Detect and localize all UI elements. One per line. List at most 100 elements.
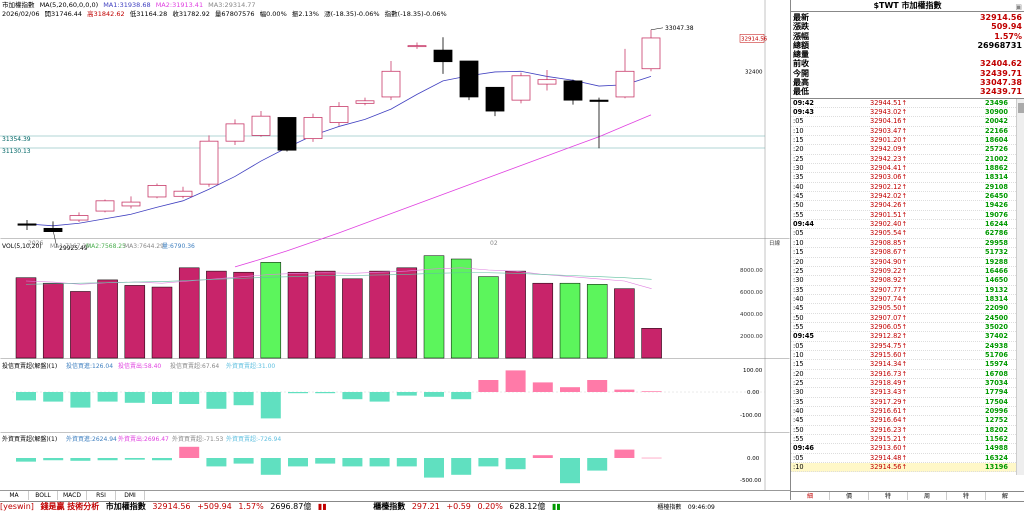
tick-row[interactable]: :10 32914.56↑ 13196 [791, 463, 1024, 473]
tick-row[interactable]: :40 32907.74↑ 18314 [791, 295, 1024, 305]
tick-row[interactable]: :05 32954.75↑ 24938 [791, 342, 1024, 351]
tick-price: 32907.77↑ [870, 285, 907, 294]
tick-row[interactable]: :55 32915.21↑ 11562 [791, 435, 1024, 445]
dealer-bar [206, 392, 227, 409]
tick-price: 32942.23↑ [870, 154, 907, 163]
volume-bar [178, 267, 200, 359]
volume-bar [70, 291, 91, 359]
summary-label: 總量 [793, 50, 809, 60]
quote-tab[interactable]: 價 [830, 492, 869, 500]
tick-time: 09:43 [793, 108, 814, 117]
tick-row[interactable]: :50 32904.26↑ 19426 [791, 201, 1024, 211]
tick-row[interactable]: 09:43 32943.02↑ 30900 [791, 108, 1024, 118]
scrollbar-thumb[interactable] [1018, 102, 1024, 113]
tick-row[interactable]: :05 32904.16↑ 20042 [791, 117, 1024, 127]
tick-row[interactable]: :50 32907.07↑ 24500 [791, 314, 1024, 323]
tab-dmi[interactable]: DMI [116, 491, 145, 500]
tick-row[interactable]: :55 32906.05↑ 35020 [791, 323, 1024, 333]
tick-row[interactable]: :10 32908.85↑ 29958 [791, 239, 1024, 249]
volume-bar [641, 328, 662, 359]
tick-row[interactable]: :30 32913.43↑ 17794 [791, 388, 1024, 398]
tick-row[interactable]: :45 32916.64↑ 12752 [791, 416, 1024, 426]
vol-y-tick: 4000.00 [740, 312, 763, 318]
dealer-bar [70, 392, 91, 408]
tick-volume: 20996 [985, 407, 1008, 416]
tick-time: :25 [793, 266, 804, 275]
tab-macd[interactable]: MACD [58, 491, 87, 500]
tick-time: :05 [793, 341, 804, 350]
tick-row[interactable]: :35 32903.06↑ 18314 [791, 173, 1024, 183]
dealer-bar [369, 392, 390, 402]
tick-row[interactable]: :20 32904.90↑ 19288 [791, 258, 1024, 267]
summary-row: 最高 33047.38 [791, 78, 1024, 87]
tick-row[interactable]: :45 32905.50↑ 22090 [791, 304, 1024, 314]
foreign-sell: 外資賣出:2696.47 [118, 435, 169, 443]
tick-volume: 19426 [985, 201, 1008, 210]
chart-svg[interactable]: 31354.39 31130.13 33047.38 29925.49 32914.56… [0, 0, 790, 490]
tick-row[interactable]: :30 32904.41↑ 18862 [791, 164, 1024, 174]
date-value: 2026/02/06 [2, 10, 40, 18]
candle-body [355, 100, 375, 104]
summary-row: 總量 [791, 50, 1024, 59]
tick-time: :20 [793, 145, 804, 154]
quote-tab[interactable]: 特 [869, 492, 908, 500]
tick-volume: 24938 [985, 341, 1008, 350]
tick-row[interactable]: 09:45 32912.82↑ 37402 [791, 332, 1024, 342]
tick-time: :50 [793, 313, 804, 322]
tick-row[interactable]: :40 32902.12↑ 29108 [791, 183, 1024, 193]
tick-row[interactable]: :35 32917.29↑ 17504 [791, 398, 1024, 408]
tick-volume: 18314 [985, 173, 1008, 182]
panel-menu-icon[interactable]: ▣ [1015, 3, 1022, 11]
volume-bar [314, 270, 336, 359]
quote-tab[interactable]: 解 [986, 492, 1024, 500]
tick-time: :55 [793, 210, 804, 219]
tick-row[interactable]: :05 32914.48↑ 16324 [791, 454, 1024, 464]
tick-row[interactable]: :30 32908.92↑ 14650 [791, 276, 1024, 286]
tab-boll[interactable]: BOLL [29, 491, 58, 500]
summary-value: 1.57% [994, 31, 1022, 41]
tick-scrollbar[interactable] [1016, 98, 1024, 475]
chart-area[interactable]: 31354.39 31130.13 33047.38 29925.49 32914.56… [0, 0, 790, 511]
tick-row[interactable]: :25 32909.22↑ 16466 [791, 266, 1024, 277]
tick-volume: 19076 [985, 210, 1008, 219]
foreign-bar [260, 458, 281, 475]
tick-price: 32913.43↑ [870, 388, 907, 397]
quote-tab[interactable]: 特 [947, 492, 986, 500]
quote-tab[interactable]: 細 [791, 492, 830, 500]
tick-row[interactable]: :15 32901.20↑ 18604 [791, 136, 1024, 146]
tick-row[interactable]: 09:46 32913.60↑ 14988 [791, 444, 1024, 454]
foreign-bar [587, 458, 608, 471]
tick-row[interactable]: :25 32918.49↑ 37034 [791, 379, 1024, 389]
tab-rsi[interactable]: RSI [87, 491, 116, 500]
tick-row[interactable]: :45 32942.02↑ 26450 [791, 192, 1024, 202]
tick-row[interactable]: 09:44 32902.40↑ 16244 [791, 220, 1024, 230]
foreign-buy: 外資買進:2624.94 [66, 435, 117, 443]
dealer-bar [288, 392, 308, 394]
tick-price: 32912.82↑ [870, 332, 907, 341]
tick-row[interactable]: :10 32903.47↑ 22166 [791, 127, 1024, 137]
tick-volume: 13196 [985, 463, 1008, 472]
tick-price: 32904.41↑ [870, 164, 907, 173]
tick-row[interactable]: :35 32907.77↑ 19132 [791, 286, 1024, 295]
tick-list[interactable]: 09:42 32944.51↑ 23496 09:43 32943.02↑ 30900:0… [791, 98, 1024, 475]
tick-row[interactable]: :15 32914.34↑ 15974 [791, 360, 1024, 370]
tick-row[interactable]: :50 32916.23↑ 18202 [791, 426, 1024, 436]
tick-row[interactable]: :40 32916.61↑ 20996 [791, 407, 1024, 417]
ref-line-1-label: 31354.39 [2, 136, 31, 143]
summary-value: 509.94 [991, 22, 1022, 32]
tick-row[interactable]: :20 32916.73↑ 16708 [791, 370, 1024, 379]
tick-time: :30 [793, 164, 804, 173]
quote-tab[interactable]: 周 [908, 492, 947, 500]
tick-row[interactable]: :55 32901.51↑ 19076 [791, 210, 1024, 221]
tick-time: :30 [793, 388, 804, 397]
tick-row[interactable]: :15 32908.67↑ 51732 [791, 248, 1024, 258]
tick-time: :40 [793, 407, 804, 416]
tick-row[interactable]: :10 32915.60↑ 51706 [791, 351, 1024, 361]
tick-volume: 14650 [985, 276, 1008, 285]
tick-row[interactable]: :20 32942.09↑ 25726 [791, 145, 1024, 155]
tab-ma[interactable]: MA [0, 491, 29, 500]
dealer-bar [478, 380, 499, 392]
tick-row[interactable]: :25 32942.23↑ 21002 [791, 154, 1024, 165]
tick-row[interactable]: :05 32905.54↑ 62786 [791, 229, 1024, 239]
tick-row[interactable]: 09:42 32944.51↑ 23496 [791, 99, 1024, 109]
